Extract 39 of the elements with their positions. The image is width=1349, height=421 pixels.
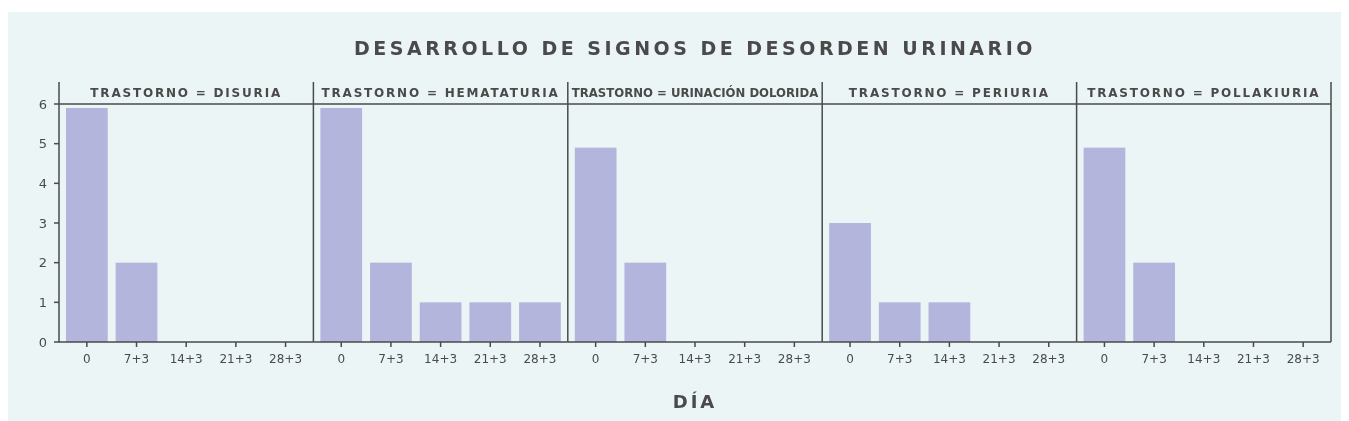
y-tick-label: 0 bbox=[38, 334, 47, 350]
chart-title: TRASTORNO = HEMATATURIA bbox=[321, 86, 560, 100]
x-tick-label: 28+3 bbox=[269, 352, 303, 366]
x-tick-label: 21+3 bbox=[982, 352, 1016, 366]
x-tick-label: 28+3 bbox=[1286, 352, 1320, 366]
x-tick-label: 28+3 bbox=[1032, 352, 1066, 366]
x-tick-label: 7+3 bbox=[123, 352, 150, 366]
x-tick-label: 0 bbox=[1100, 352, 1109, 366]
x-tick-label: 14+3 bbox=[1187, 352, 1221, 366]
x-tick-label: 0 bbox=[591, 352, 600, 366]
x-tick-label: 14+3 bbox=[424, 352, 458, 366]
y-tick-label: 3 bbox=[38, 215, 47, 231]
y-tick-label: 5 bbox=[38, 136, 47, 152]
x-tick-label: 7+3 bbox=[378, 352, 404, 366]
x-tick-label: 14+3 bbox=[932, 352, 966, 366]
x-tick-label: 21+3 bbox=[728, 352, 762, 366]
chart-title: TRASTORNO = PERIURIA bbox=[848, 86, 1050, 100]
x-tick-label: 14+3 bbox=[678, 352, 712, 366]
y-tick-label: 1 bbox=[38, 294, 47, 310]
chart-title: TRASTORNO = DISURIA bbox=[90, 86, 283, 100]
chart-title: TRASTORNO = URINACIÓN DOLORIDA bbox=[571, 85, 825, 100]
y-tick-label: 4 bbox=[38, 175, 47, 191]
x-tick-label: 21+3 bbox=[1236, 352, 1270, 366]
x-tick-label: 14+3 bbox=[169, 352, 203, 366]
x-tick-label: 0 bbox=[846, 352, 854, 366]
x-tick-label: 7+3 bbox=[887, 352, 913, 366]
x-tick-label: 0 bbox=[337, 352, 346, 366]
chart-title: TRASTORNO = POLLAKIURIA bbox=[1087, 86, 1321, 100]
y-tick-label: 6 bbox=[38, 96, 47, 112]
x-tick-label: 21+3 bbox=[473, 352, 507, 366]
x-tick-label: 28+3 bbox=[523, 352, 557, 366]
x-tick-label: 7+3 bbox=[632, 352, 658, 366]
x-tick-label: 7+3 bbox=[1141, 352, 1167, 366]
x-tick-label: 28+3 bbox=[777, 352, 811, 366]
y-tick-label: 2 bbox=[38, 255, 47, 271]
text: DESARROLLO DE SIGNOS DE DESORDEN URINARIO bbox=[354, 37, 1036, 59]
x-tick-label: 21+3 bbox=[219, 352, 253, 366]
x-tick-label: 0 bbox=[83, 352, 91, 366]
x-axis-title: DÍA bbox=[672, 391, 718, 412]
